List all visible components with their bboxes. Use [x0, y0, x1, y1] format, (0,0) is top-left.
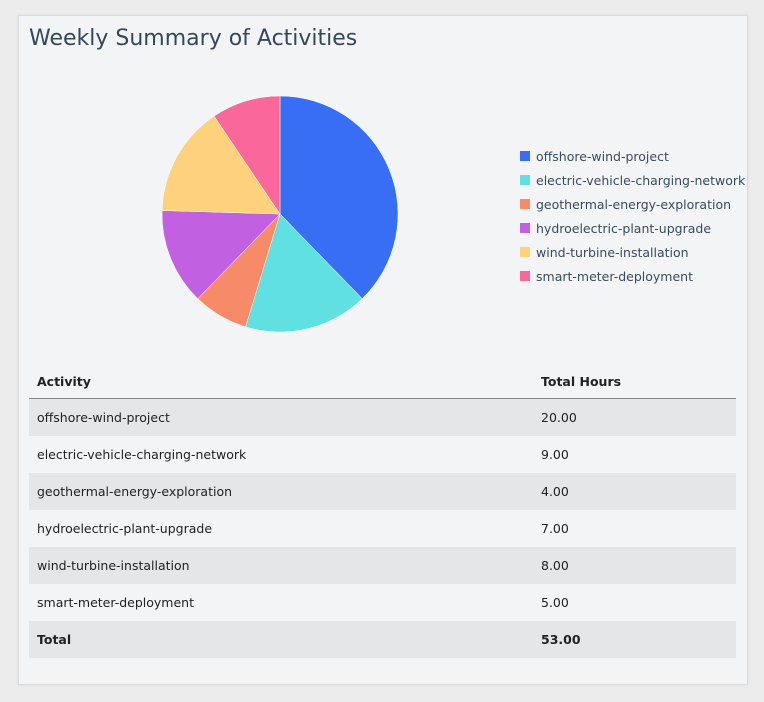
legend-label: electric-vehicle-charging-network	[536, 172, 746, 188]
pie-slice-hydroelectric-plant-upgrade[interactable]	[161, 210, 281, 300]
legend-label: wind-turbine-installation	[536, 244, 689, 260]
activity-cell: wind-turbine-installation	[29, 547, 533, 584]
legend-swatch	[520, 247, 530, 257]
table-row: offshore-wind-project 20.00	[29, 398, 736, 436]
table-row: electric-vehicle-charging-network 9.00	[29, 436, 736, 473]
total-value: 53.00	[533, 621, 736, 658]
legend: offshore-wind-project electric-vehicle-ch…	[520, 144, 745, 288]
activity-cell: geothermal-energy-exploration	[29, 473, 533, 510]
hours-cell: 7.00	[541, 521, 569, 536]
table-header-row: Activity Total Hours	[29, 364, 736, 399]
table-row: smart-meter-deployment 5.00	[29, 584, 736, 621]
legend-item[interactable]: electric-vehicle-charging-network	[520, 168, 745, 192]
hours-cell: 5.00	[541, 595, 569, 610]
legend-label: geothermal-energy-exploration	[536, 196, 732, 212]
legend-label: offshore-wind-project	[536, 148, 669, 164]
activity-table: Activity Total Hours offshore-wind-proje…	[29, 364, 736, 658]
legend-swatch	[520, 223, 530, 233]
header-total-hours: Total Hours	[533, 364, 736, 399]
hours-cell: 4.00	[533, 473, 736, 510]
header-activity: Activity	[29, 364, 533, 399]
pie-slice-smart-meter-deployment[interactable]	[213, 95, 281, 215]
table-row: wind-turbine-installation 8.00	[29, 547, 736, 584]
legend-item[interactable]: offshore-wind-project	[520, 144, 745, 168]
hours-cell: 20.00	[533, 398, 736, 436]
activity-cell: electric-vehicle-charging-network	[37, 447, 247, 462]
legend-swatch	[520, 175, 530, 185]
legend-item[interactable]: hydroelectric-plant-upgrade	[520, 216, 745, 240]
legend-swatch	[520, 271, 530, 281]
legend-label: smart-meter-deployment	[536, 268, 693, 284]
pie-chart	[161, 95, 399, 333]
pie-slice-wind-turbine-installation[interactable]	[161, 115, 281, 215]
summary-card: Weekly Summary of Activities offshore-wi…	[18, 15, 748, 685]
legend-label: hydroelectric-plant-upgrade	[536, 220, 712, 236]
activity-cell: smart-meter-deployment	[37, 595, 194, 610]
hours-cell: 8.00	[533, 547, 736, 584]
pie-slice-electric-vehicle-charging-network[interactable]	[245, 213, 363, 333]
legend-item[interactable]: wind-turbine-installation	[520, 240, 745, 264]
legend-item[interactable]: geothermal-energy-exploration	[520, 192, 745, 216]
activity-cell: hydroelectric-plant-upgrade	[37, 521, 213, 536]
table-row: hydroelectric-plant-upgrade 7.00	[29, 510, 736, 547]
page-title: Weekly Summary of Activities	[29, 26, 358, 51]
table-row: geothermal-energy-exploration 4.00	[29, 473, 736, 510]
hours-cell: 9.00	[541, 447, 569, 462]
legend-item[interactable]: smart-meter-deployment	[520, 264, 745, 288]
legend-swatch	[520, 199, 530, 209]
total-label: Total	[29, 621, 533, 658]
legend-swatch	[520, 151, 530, 161]
total-row: Total 53.00	[29, 621, 736, 658]
pie-slice-offshore-wind-project[interactable]	[279, 95, 399, 300]
activity-cell: offshore-wind-project	[29, 398, 533, 436]
